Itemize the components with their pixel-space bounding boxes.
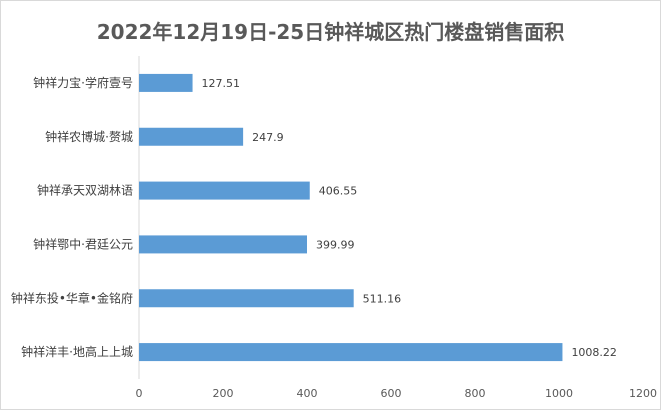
data-label-4: 511.16: [363, 292, 402, 305]
x-tick-label-0: 0: [136, 387, 143, 400]
data-label-2: 406.55: [319, 185, 358, 198]
x-tick-label-3: 600: [381, 387, 402, 400]
category-label-4: 钟祥东投•华章•金铭府: [11, 290, 133, 305]
bar-5: [139, 343, 563, 362]
bar-0: [139, 73, 193, 92]
category-label-2: 钟祥承天双湖林语: [37, 183, 133, 198]
x-tick-label-2: 400: [297, 387, 318, 400]
category-label-3: 钟祥鄂中·君廷公元: [33, 236, 133, 251]
data-label-5: 1008.22: [571, 346, 617, 359]
bar-3: [139, 235, 307, 254]
x-tick-label-1: 200: [213, 387, 234, 400]
category-label-0: 钟祥力宝·学府壹号: [33, 75, 133, 90]
chart-title: 2022年12月19日-25日钟祥城区热门楼盘销售面积: [96, 20, 565, 44]
x-tick-label-4: 800: [465, 387, 486, 400]
data-label-1: 247.9: [252, 131, 283, 144]
x-tick-label-6: 1200: [629, 387, 657, 400]
bar-1: [139, 127, 244, 146]
category-label-1: 钟祥农博城·赘城: [45, 129, 133, 144]
data-label-3: 399.99: [316, 238, 355, 251]
category-label-5: 钟祥洋丰·地高上上城: [21, 344, 133, 359]
bar-4: [139, 289, 354, 308]
data-label-0: 127.51: [202, 77, 241, 90]
x-tick-label-5: 1000: [545, 387, 573, 400]
bar-2: [139, 181, 310, 200]
